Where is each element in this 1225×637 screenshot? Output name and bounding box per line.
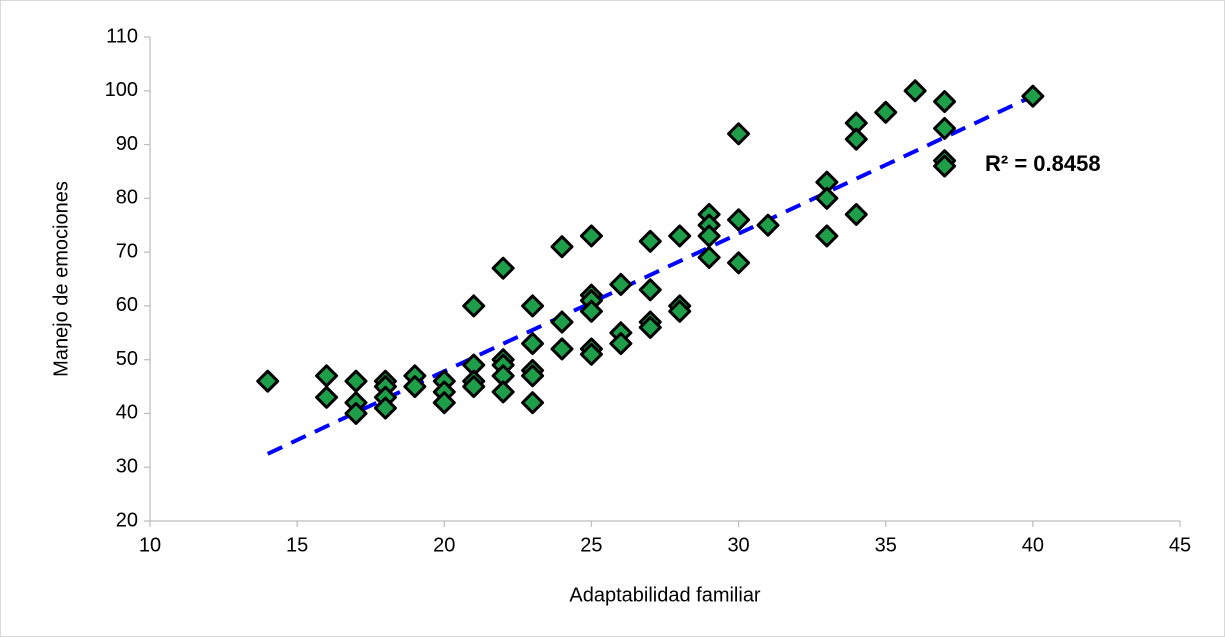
x-tick-label: 20 bbox=[433, 534, 455, 556]
data-point bbox=[609, 332, 633, 356]
data-point bbox=[462, 294, 486, 318]
data-point bbox=[933, 154, 957, 178]
y-tick-label: 60 bbox=[116, 294, 138, 316]
data-point bbox=[315, 385, 339, 409]
data-point bbox=[638, 315, 662, 339]
data-point bbox=[432, 391, 456, 415]
data-point bbox=[550, 235, 574, 259]
x-axis-title: Adaptabilidad familiar bbox=[569, 584, 761, 606]
data-point bbox=[579, 224, 603, 248]
data-point bbox=[815, 224, 839, 248]
y-axis-title: Manejo de emociones bbox=[50, 181, 72, 377]
data-point bbox=[344, 369, 368, 393]
y-tick-label: 40 bbox=[116, 402, 138, 424]
data-point bbox=[344, 401, 368, 425]
data-point bbox=[1021, 84, 1045, 108]
data-point bbox=[933, 116, 957, 140]
data-point bbox=[903, 79, 927, 103]
data-point bbox=[403, 375, 427, 399]
data-point bbox=[521, 332, 545, 356]
data-point bbox=[727, 208, 751, 232]
x-tick-label: 10 bbox=[139, 534, 161, 556]
x-tick-label: 35 bbox=[875, 534, 897, 556]
data-point bbox=[521, 294, 545, 318]
x-tick-label: 25 bbox=[580, 534, 602, 556]
y-tick-label: 110 bbox=[106, 25, 138, 47]
data-point bbox=[579, 342, 603, 366]
x-tick-label: 15 bbox=[286, 534, 308, 556]
data-point bbox=[844, 127, 868, 151]
data-point bbox=[697, 245, 721, 269]
x-tick-label: 40 bbox=[1022, 534, 1044, 556]
y-tick-label: 90 bbox=[116, 133, 138, 155]
y-tick-label: 50 bbox=[116, 348, 138, 370]
data-point bbox=[668, 224, 692, 248]
data-point bbox=[668, 299, 692, 323]
data-point bbox=[315, 364, 339, 388]
data-point bbox=[874, 100, 898, 124]
data-point bbox=[609, 272, 633, 296]
x-tick-label: 30 bbox=[727, 534, 749, 556]
data-point bbox=[727, 251, 751, 275]
data-point bbox=[373, 396, 397, 420]
data-point bbox=[844, 202, 868, 226]
data-point bbox=[550, 310, 574, 334]
data-point bbox=[638, 229, 662, 253]
y-tick-label: 30 bbox=[116, 456, 138, 478]
x-tick-label: 45 bbox=[1169, 534, 1191, 556]
data-point bbox=[727, 122, 751, 146]
data-point bbox=[579, 299, 603, 323]
y-tick-label: 70 bbox=[116, 240, 138, 262]
r-squared-annotation: R² = 0.8458 bbox=[985, 151, 1101, 176]
data-point bbox=[550, 337, 574, 361]
trendline bbox=[266, 94, 1034, 456]
data-point bbox=[521, 391, 545, 415]
data-point bbox=[933, 90, 957, 114]
data-point bbox=[491, 380, 515, 404]
data-point bbox=[462, 375, 486, 399]
data-point bbox=[521, 364, 545, 388]
data-point bbox=[756, 213, 780, 237]
data-point bbox=[697, 224, 721, 248]
y-tick-label: 80 bbox=[116, 187, 138, 209]
data-point bbox=[491, 256, 515, 280]
y-tick-label: 20 bbox=[116, 509, 138, 531]
data-point bbox=[638, 278, 662, 302]
y-tick-label: 100 bbox=[105, 79, 138, 101]
data-point bbox=[256, 369, 280, 393]
data-point bbox=[815, 186, 839, 210]
